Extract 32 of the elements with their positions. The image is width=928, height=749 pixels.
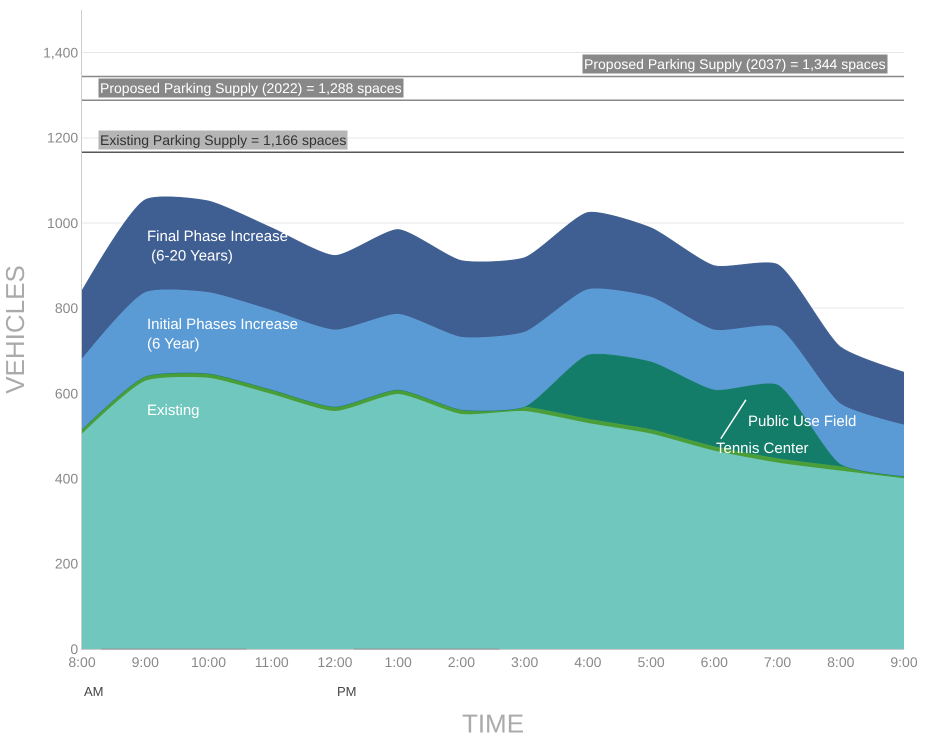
text: PM xyxy=(337,684,356,699)
y-axis-title: VEHICLES xyxy=(0,265,30,394)
y-tick-label: 800 xyxy=(54,300,78,316)
text: AM xyxy=(84,684,104,699)
x-tick-label: 8:00 xyxy=(827,654,855,670)
series-label: Public Use Field xyxy=(748,413,856,430)
series-label: Final Phase Increase (6-20 Years) xyxy=(147,228,288,264)
x-tick-label: 11:00 xyxy=(254,654,289,670)
x-tick-label: 7:00 xyxy=(764,654,792,670)
ref-line-label: Proposed Parking Supply (2037) = 1,344 spaces xyxy=(584,56,886,72)
y-tick-label: 1200 xyxy=(47,130,78,146)
y-tick-label: 600 xyxy=(54,385,78,402)
x-tick-label: 5:00 xyxy=(637,654,665,670)
series-label: Existing xyxy=(147,402,200,419)
y-tick-label: 400 xyxy=(54,470,78,486)
x-tick-label: 4:00 xyxy=(574,654,602,670)
y-tick-label: 1,400 xyxy=(43,44,78,60)
x-tick-label: 6:00 xyxy=(700,654,728,670)
x-tick-label: 1:00 xyxy=(384,654,412,670)
x-tick-label: 9:00 xyxy=(890,654,918,670)
x-tick-label: 9:00 xyxy=(132,654,160,670)
y-tick-label: 200 xyxy=(54,556,78,572)
x-tick-label: 2:00 xyxy=(448,654,476,670)
x-tick-label: 12:00 xyxy=(317,654,353,670)
series-label: Initial Phases Increase (6 Year) xyxy=(147,316,298,352)
y-tick-label: 1000 xyxy=(47,214,78,231)
x-tick-label: 10:00 xyxy=(190,654,226,670)
ref-line-label: Proposed Parking Supply (2022) = 1,288 spaces xyxy=(100,80,402,96)
ref-line-label: Existing Parking Supply = 1,166 spaces xyxy=(100,132,346,148)
x-axis-title: TIME xyxy=(462,708,524,738)
series-label: Tennis Center xyxy=(716,440,809,457)
x-tick-label: 3:00 xyxy=(510,654,538,670)
